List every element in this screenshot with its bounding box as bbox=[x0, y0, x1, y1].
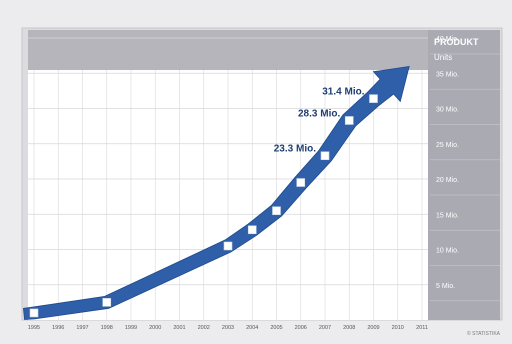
x-tick-label: 2010 bbox=[392, 325, 404, 331]
x-tick-label: 2007 bbox=[319, 325, 331, 331]
x-tick-label: 2011 bbox=[416, 325, 428, 331]
x-tick-label: 2008 bbox=[343, 325, 355, 331]
x-tick-label: 2009 bbox=[367, 325, 379, 331]
y-tick-label: 15 Mio. bbox=[436, 212, 459, 219]
y-tick-label: 5 Mio. bbox=[436, 283, 455, 290]
data-point bbox=[223, 241, 233, 251]
grid-lines bbox=[28, 37, 428, 320]
x-tick-label: 2005 bbox=[270, 325, 282, 331]
y-tick-label: 20 Mio. bbox=[436, 177, 459, 184]
data-point bbox=[102, 298, 112, 307]
data-points bbox=[29, 94, 378, 318]
data-label: 23.3 Mio. bbox=[274, 144, 316, 155]
data-point bbox=[344, 116, 354, 125]
legend-header-title: PRODUKT bbox=[434, 37, 479, 47]
x-axis-ticks: 1995 1996 1997 1998 1999 2000 2001 2002 2003 2004… bbox=[28, 325, 428, 331]
growth-arrow bbox=[23, 66, 410, 320]
data-point bbox=[296, 178, 306, 187]
y-axis-ticks: 5 Mio. 10 Mio. 15 Mio. 20 Mio. 25 Mio. 30 Mio… bbox=[430, 36, 500, 302]
data-label: 28.3 Mio. bbox=[298, 108, 340, 119]
y-tick-label: 30 Mio. bbox=[436, 107, 459, 114]
data-point bbox=[320, 151, 330, 161]
x-tick-label: 2001 bbox=[173, 325, 185, 331]
unit-column bbox=[428, 30, 500, 320]
x-tick-label: 2000 bbox=[149, 325, 161, 331]
data-point bbox=[272, 206, 281, 216]
x-tick-label: 2004 bbox=[246, 325, 258, 331]
x-tick-label: 2003 bbox=[222, 325, 234, 331]
y-tick-label: 25 Mio. bbox=[436, 142, 459, 149]
x-tick-label: 2006 bbox=[295, 325, 307, 331]
legend-header-unit: Units bbox=[434, 53, 452, 62]
x-tick-label: 1996 bbox=[52, 325, 64, 331]
x-tick-label: 1997 bbox=[76, 325, 88, 331]
x-tick-label: 1995 bbox=[28, 325, 40, 331]
growth-arrow-shape bbox=[23, 66, 410, 320]
data-point bbox=[29, 308, 39, 318]
footer-note: © STATISTIKA bbox=[467, 330, 501, 337]
y-tick-label: 40 Mio. bbox=[436, 36, 459, 43]
x-tick-label: 2002 bbox=[198, 325, 210, 331]
y-tick-label: 35 Mio. bbox=[436, 71, 459, 78]
header-band bbox=[28, 30, 428, 70]
data-labels: 23.3 Mio. 28.3 Mio. 31.4 Mio. bbox=[274, 87, 365, 155]
x-tick-label: 1998 bbox=[101, 325, 113, 331]
data-point bbox=[247, 225, 257, 235]
y-tick-label: 10 Mio. bbox=[436, 248, 459, 255]
x-tick-label: 1999 bbox=[125, 325, 137, 331]
data-point bbox=[369, 94, 378, 103]
data-label: 31.4 Mio. bbox=[322, 87, 364, 98]
